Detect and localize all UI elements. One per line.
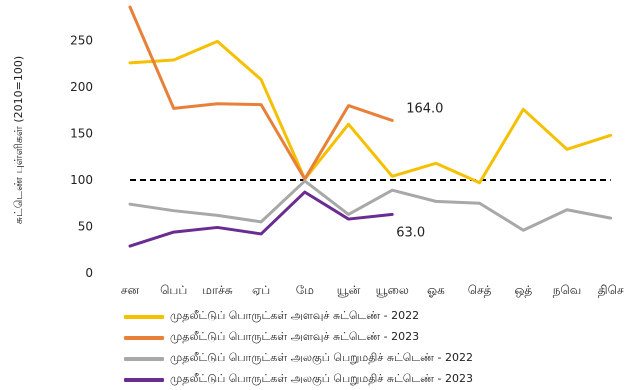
data-label: 63.0 (396, 225, 425, 240)
legend-item: முதலீட்டுப் பொருட்கள் அளவுச் சுட்டெண் - … (124, 327, 473, 348)
y-tick-label: 100 (70, 173, 93, 187)
series-line-1 (128, 39, 613, 185)
y-tick-label: 150 (70, 127, 93, 141)
legend-label: முதலீட்டுப் பொருட்கள் அலகுப் பெறுமதிச் ச… (170, 372, 474, 385)
series-line-2 (128, 5, 394, 181)
legend-item: முதலீட்டுப் பொருட்கள் அலகுப் பெறுமதிச் ச… (124, 348, 473, 369)
series-line-3 (128, 179, 613, 232)
x-tick-label: நவெ (553, 283, 582, 297)
data-label: 164.0 (406, 101, 443, 116)
y-axis-label: சுட்டெண் புள்ளிகள் (2010=100) (12, 56, 25, 224)
x-axis-ticks: சன பெப் மாச்சு ஏப் மே யூன் யூலை ஓக செத் ஒத் நவெ திச… (121, 283, 624, 297)
x-tick-label: பெப் (160, 283, 187, 297)
legend-item: முதலீட்டுப் பொருட்கள் அலகுப் பெறுமதிச் ச… (124, 369, 473, 390)
y-axis-ticks: 0 50 100 150 200 250 (70, 34, 93, 281)
x-tick-label: சன (121, 283, 140, 297)
legend-swatch (124, 377, 164, 382)
legend-swatch (124, 356, 164, 361)
data-labels: 164.0 63.0 (396, 101, 443, 240)
x-tick-label: மாச்சு (202, 283, 233, 297)
x-tick-label: திசெ (598, 283, 624, 297)
y-tick-label: 50 (78, 220, 93, 234)
x-tick-label: ஓக (427, 283, 445, 297)
y-tick-label: 250 (70, 34, 93, 48)
series-lines (128, 5, 613, 248)
series-line-4 (128, 190, 394, 248)
x-tick-label: ஒத் (514, 283, 532, 297)
x-tick-label: யூலை (376, 283, 409, 297)
legend-swatch (124, 335, 164, 340)
legend: முதலீட்டுப் பொருட்கள் அளவுச் சுட்டெண் - … (124, 306, 473, 390)
x-tick-label: ஏப் (252, 283, 270, 297)
y-tick-label: 200 (70, 80, 93, 94)
y-tick-label: 0 (85, 266, 93, 280)
legend-label: முதலீட்டுப் பொருட்கள் அலகுப் பெறுமதிச் ச… (170, 351, 474, 364)
chart: சுட்டெண் புள்ளிகள் (2010=100) 0 50 100 150 2… (12, 5, 624, 297)
legend-swatch (124, 314, 164, 319)
legend-label: முதலீட்டுப் பொருட்கள் அளவுச் சுட்டெண் - … (170, 330, 420, 343)
legend-item: முதலீட்டுப் பொருட்கள் அளவுச் சுட்டெண் - … (124, 306, 473, 327)
legend-label: முதலீட்டுப் பொருட்கள் அளவுச் சுட்டெண் - … (170, 309, 420, 322)
x-tick-label: யூன் (337, 283, 361, 297)
x-tick-label: மே (296, 283, 314, 297)
x-tick-label: செத் (468, 283, 492, 297)
